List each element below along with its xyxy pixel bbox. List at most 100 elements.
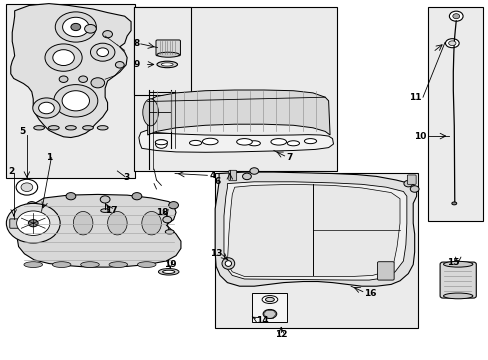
Circle shape [45,44,82,71]
Bar [427,7,482,221]
Circle shape [62,17,89,37]
Ellipse shape [165,230,174,234]
Circle shape [16,179,38,195]
Circle shape [71,23,81,31]
Ellipse shape [161,63,173,66]
Polygon shape [227,184,399,276]
Text: 18: 18 [156,208,168,217]
Circle shape [403,180,412,187]
Ellipse shape [222,258,234,269]
Ellipse shape [109,262,127,267]
Circle shape [62,91,89,111]
Text: 9: 9 [133,60,140,69]
Ellipse shape [443,293,472,299]
Text: 16: 16 [364,289,376,298]
Ellipse shape [287,141,299,146]
Text: 3: 3 [123,174,129,183]
Circle shape [155,118,167,127]
Text: 1: 1 [46,153,52,162]
Circle shape [53,50,74,66]
Circle shape [242,173,251,180]
Ellipse shape [142,99,158,126]
Text: 14: 14 [256,316,268,325]
Ellipse shape [107,212,127,235]
Ellipse shape [142,212,161,235]
Ellipse shape [443,261,472,267]
Ellipse shape [451,202,456,205]
Ellipse shape [445,39,458,48]
Circle shape [17,211,50,235]
Circle shape [168,202,178,209]
Ellipse shape [65,126,76,130]
Bar [6,4,135,178]
Circle shape [28,220,38,227]
Polygon shape [215,172,416,286]
Ellipse shape [81,262,99,267]
Text: 17: 17 [105,206,118,215]
Circle shape [6,203,60,243]
Text: 10: 10 [413,132,426,141]
Circle shape [91,78,104,88]
Text: 15: 15 [446,258,459,266]
FancyBboxPatch shape [10,219,19,228]
Circle shape [21,183,33,192]
Ellipse shape [48,126,59,130]
Circle shape [155,140,167,148]
Bar [215,173,417,328]
FancyBboxPatch shape [439,262,475,298]
Bar [134,7,337,171]
Ellipse shape [137,262,156,267]
Ellipse shape [73,212,93,235]
FancyBboxPatch shape [156,40,180,56]
Circle shape [54,85,98,117]
Ellipse shape [225,261,231,266]
Polygon shape [11,4,131,138]
Polygon shape [139,130,333,152]
Circle shape [409,186,418,192]
Circle shape [66,193,76,200]
Circle shape [452,14,459,19]
Circle shape [79,76,87,82]
Ellipse shape [155,140,167,145]
Ellipse shape [162,270,175,274]
Text: 4: 4 [209,171,215,180]
Bar [134,7,190,95]
Ellipse shape [202,138,218,145]
Circle shape [84,24,96,33]
Circle shape [102,31,112,38]
Text: 8: 8 [133,40,140,49]
Ellipse shape [189,140,202,145]
Circle shape [155,96,167,105]
Circle shape [448,11,462,21]
Ellipse shape [157,52,179,57]
Circle shape [132,193,142,200]
Text: 11: 11 [408,93,421,102]
Ellipse shape [82,126,93,130]
Text: 19: 19 [163,260,176,269]
Text: 6: 6 [214,177,220,186]
Circle shape [97,48,108,57]
Ellipse shape [34,126,44,130]
Ellipse shape [52,262,71,267]
Circle shape [27,202,37,209]
Ellipse shape [39,212,59,235]
Text: 5: 5 [20,127,25,136]
Ellipse shape [101,209,109,212]
Text: 12: 12 [274,330,287,338]
Circle shape [249,168,258,174]
Text: 7: 7 [286,153,293,162]
Ellipse shape [265,297,274,302]
Circle shape [115,62,124,68]
FancyBboxPatch shape [228,170,236,181]
Ellipse shape [263,310,276,319]
Polygon shape [17,194,181,267]
Circle shape [33,98,60,118]
Ellipse shape [262,296,277,303]
Text: 13: 13 [209,249,222,258]
Polygon shape [145,90,329,135]
Circle shape [100,196,110,203]
Ellipse shape [158,269,179,275]
Ellipse shape [304,139,316,144]
Ellipse shape [236,139,252,145]
Circle shape [163,216,171,223]
